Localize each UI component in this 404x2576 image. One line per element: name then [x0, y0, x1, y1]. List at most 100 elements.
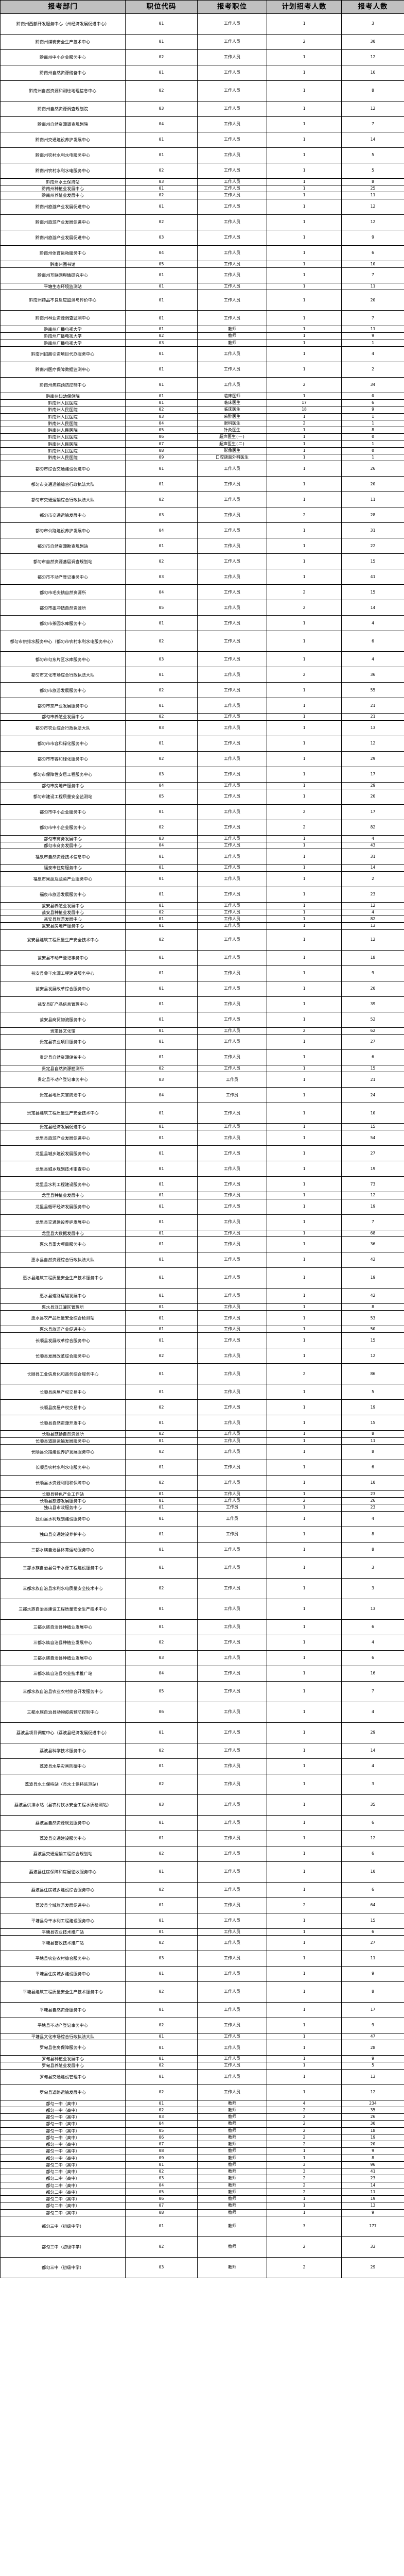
cell-planned-count: 1 — [267, 332, 342, 340]
cell-position-code: 01 — [125, 996, 198, 1012]
cell-planned-count: 1 — [267, 245, 342, 261]
cell-position: 工作人员 — [197, 788, 267, 805]
cell-planned-count: 1 — [267, 2195, 342, 2203]
table-row: 独山县水利规划建设服务中心 01 工作员 1 4 — [0, 1511, 404, 1527]
table-row: 长顺县公路建设养护发展服务中心 02 工作人员 1 8 — [0, 1444, 404, 1460]
cell-position-code: 01 — [125, 392, 198, 400]
cell-department: 黔南州妇幼保健院 — [0, 392, 126, 400]
cell-position: 工作员 — [197, 1526, 267, 1543]
cell-position-code: 01 — [125, 1130, 198, 1146]
cell-position-code: 01 — [125, 615, 198, 632]
cell-department: 黔南州广播电视大学 — [0, 339, 126, 347]
cell-planned-count: 1 — [267, 290, 342, 311]
cell-planned-count: 1 — [267, 1541, 342, 1558]
cell-position-code: 01 — [125, 886, 198, 903]
cell-department: 都匀市综合交通建设促进中心 — [0, 461, 126, 477]
cell-position: 麻醉医生 — [197, 413, 267, 420]
cell-applicant-count: 4 — [341, 908, 404, 917]
cell-applicant-count: 3 — [341, 1773, 404, 1795]
cell-position: 工作人员 — [197, 1459, 267, 1476]
cell-position-code: 01 — [125, 735, 198, 752]
table-row: 黔南州人民医院 06 超声医生(一) 1 0 — [0, 433, 404, 441]
cell-applicant-count: 26 — [341, 1497, 404, 1505]
cell-position: 教师 — [197, 2127, 267, 2134]
table-row: 长顺县发展改革综合服务中心 01 工作人员 1 15 — [0, 1332, 404, 1349]
cell-position: 教师 — [197, 2154, 267, 2162]
table-row: 黔南州农村水利水电服务中心 02 工作人员 1 5 — [0, 162, 404, 179]
cell-planned-count: 3 — [267, 2215, 342, 2237]
cell-position-code: 01 — [125, 804, 198, 820]
cell-position-code: 01 — [125, 310, 198, 327]
table-row: 黔南州水土保持站 03 工作人员 1 8 — [0, 178, 404, 186]
cell-position-code: 02 — [125, 192, 198, 199]
cell-planned-count: 1 — [267, 902, 342, 909]
column-header-planned-count: 计划招考人数 — [267, 0, 342, 14]
cell-planned-count: 1 — [267, 326, 342, 333]
cell-position-code: 02 — [125, 751, 198, 767]
cell-position: 工作人员 — [197, 804, 267, 820]
cell-position-code: 01 — [125, 1027, 198, 1035]
table-row: 瓮安县养殖业发展中心 01 工作人员 1 12 — [0, 902, 404, 909]
table-row: 黔南州人民医院 02 临床医生 18 9 — [0, 406, 404, 414]
cell-department: 都匀市匀东片区水库服务中心 — [0, 651, 126, 668]
cell-planned-count: 1 — [267, 1928, 342, 1936]
cell-position: 教师 — [197, 2202, 267, 2210]
cell-planned-count: 1 — [267, 1504, 342, 1512]
cell-position: 工作人员 — [197, 282, 267, 291]
cell-planned-count: 1 — [267, 569, 342, 585]
cell-applicant-count: 35 — [341, 2106, 404, 2114]
cell-planned-count: 2 — [267, 33, 342, 50]
cell-planned-count: 1 — [267, 2055, 342, 2063]
cell-department: 荔波县水土保持站（县水土保持监测站） — [0, 1773, 126, 1795]
cell-position-code: 02 — [125, 1742, 198, 1759]
cell-position-code: 01 — [125, 361, 198, 378]
cell-planned-count: 2 — [267, 600, 342, 616]
table-row: 都匀市市容和绿化服务中心 02 工作人员 1 29 — [0, 751, 404, 767]
cell-position: 工作人员 — [197, 751, 267, 767]
cell-planned-count: 1 — [267, 131, 342, 148]
table-row: 长顺县房屋产权交易中心 01 工作人员 1 5 — [0, 1384, 404, 1400]
table-row: 都匀市中小企业服务中心 02 工作人员 2 82 — [0, 819, 404, 836]
cell-department: 长顺县工业信息化和商务综合服务中心 — [0, 1363, 126, 1385]
cell-department: 平塘县不动产登记事务中心 — [0, 2017, 126, 2033]
cell-applicant-count: 10 — [341, 1861, 404, 1883]
table-row: 长顺县水资源利用和保障中心 02 工作人员 1 10 — [0, 1475, 404, 1491]
cell-applicant-count: 7 — [341, 310, 404, 327]
cell-department: 瓮安县矿产品信息管理中心 — [0, 996, 126, 1012]
cell-position-code: 07 — [125, 2141, 198, 2148]
cell-planned-count: 1 — [267, 178, 342, 186]
cell-position-code: 09 — [125, 454, 198, 462]
cell-applicant-count: 15 — [341, 1415, 404, 1431]
cell-department: 荔波县交通运输工程综合规划站 — [0, 1845, 126, 1862]
table-row: 都匀市商务发展中心 04 工作人员 1 43 — [0, 842, 404, 850]
cell-department: 长顺县公路建设养护发展服务中心 — [0, 1444, 126, 1460]
cell-position: 工作人员 — [197, 33, 267, 50]
cell-department: 龙里县大数据发展中心 — [0, 1229, 126, 1237]
cell-position: 工作人员 — [197, 1830, 267, 1846]
cell-position-code: 02 — [125, 80, 198, 101]
cell-applicant-count: 5 — [341, 2062, 404, 2070]
table-row: 黔南州林业资源调查监测中心 01 工作人员 1 7 — [0, 310, 404, 327]
cell-position-code: 03 — [125, 1950, 198, 1967]
cell-position: 工作人员 — [197, 713, 267, 721]
table-row: 都匀二中（高中） 01 教师 3 96 — [0, 2161, 404, 2169]
cell-position: 工作人员 — [197, 214, 267, 230]
table-row: 都匀市保障性安居工程服务中心 03 工作人员 1 17 — [0, 766, 404, 783]
table-header-row: 报考部门 职位代码 报考职位 计划招考人数 报考人数 — [0, 0, 404, 14]
table-row: 黔南州自然资源调查规划院 04 工作人员 1 7 — [0, 116, 404, 132]
cell-planned-count: 1 — [267, 1064, 342, 1073]
cell-department: 惠水县农产品质量安全综合检测站 — [0, 1310, 126, 1327]
cell-planned-count: 1 — [267, 788, 342, 805]
cell-department: 瓮安县房地产服务中心 — [0, 922, 126, 930]
cell-applicant-count: 13 — [341, 720, 404, 736]
cell-department: 黔南州农村水利水电服务中心 — [0, 162, 126, 179]
table-row: 贵定县自然资源储备中心 01 工作人员 1 6 — [0, 1049, 404, 1065]
cell-position-code: 03 — [125, 507, 198, 523]
cell-department: 都匀三中（初级中学） — [0, 2257, 126, 2278]
table-row: 福泉市住房服务中心 01 工作人员 1 14 — [0, 864, 404, 872]
column-header-position: 报考职位 — [197, 0, 267, 14]
cell-department: 黔南州旅游产业发展促进中心 — [0, 229, 126, 246]
cell-department: 都匀一中（高中） — [0, 2154, 126, 2162]
cell-planned-count: 1 — [267, 1459, 342, 1476]
table-row: 平塘县畜牧技术推广站 02 工作人员 1 27 — [0, 1935, 404, 1951]
